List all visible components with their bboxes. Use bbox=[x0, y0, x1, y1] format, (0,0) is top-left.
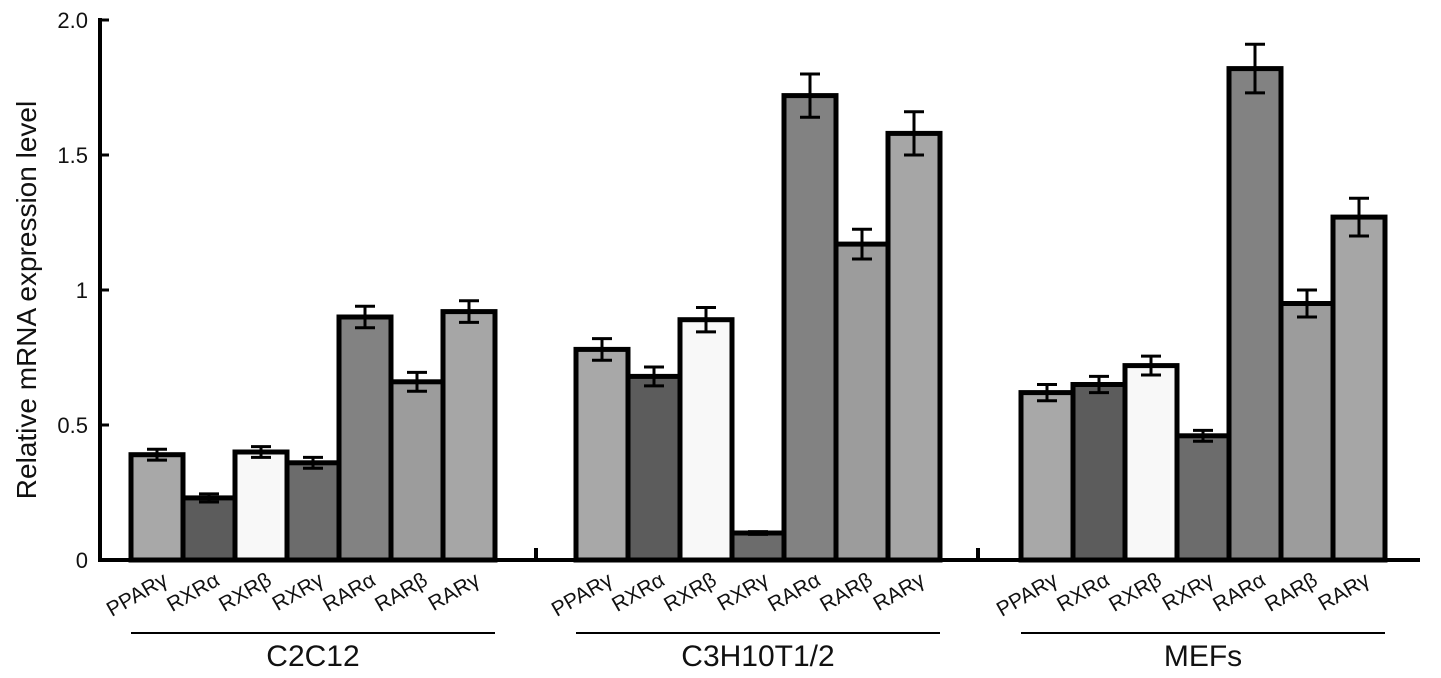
bar bbox=[1122, 363, 1180, 563]
bar bbox=[1330, 214, 1388, 563]
bar bbox=[677, 317, 735, 563]
y-tick-label: 2.0 bbox=[57, 8, 88, 33]
category-label: RXRβ bbox=[215, 568, 275, 616]
bar bbox=[1226, 66, 1284, 563]
bar bbox=[180, 495, 238, 563]
bar bbox=[128, 452, 186, 563]
bar bbox=[573, 346, 631, 563]
category-label: RARα bbox=[319, 568, 379, 616]
category-label: RXRα bbox=[1053, 568, 1113, 616]
category-label: PPARγ bbox=[993, 568, 1062, 621]
group-label: MEFs bbox=[1164, 640, 1242, 673]
bar bbox=[336, 314, 394, 563]
category-label: RXRγ bbox=[1159, 568, 1218, 616]
bar bbox=[388, 379, 446, 563]
bar bbox=[1278, 301, 1336, 563]
y-tick-label: 1.5 bbox=[57, 143, 88, 168]
y-tick-label: 0.5 bbox=[57, 413, 88, 438]
y-axis-label: Relative mRNA expression level bbox=[11, 101, 42, 499]
bar bbox=[440, 309, 498, 563]
category-label: RXRα bbox=[608, 568, 668, 616]
category-label: RXRα bbox=[163, 568, 223, 616]
bar bbox=[729, 530, 787, 563]
category-label: RARγ bbox=[1315, 568, 1374, 616]
bar bbox=[781, 93, 839, 563]
bar bbox=[1018, 390, 1076, 563]
group-label: C3H10T1/2 bbox=[681, 640, 834, 673]
category-label: RARγ bbox=[425, 568, 484, 616]
category-label: RXRγ bbox=[269, 568, 328, 616]
category-label: RARβ bbox=[1261, 568, 1321, 616]
category-label: RARα bbox=[764, 568, 824, 616]
category-label: RXRγ bbox=[714, 568, 773, 616]
category-label: RXRβ bbox=[660, 568, 720, 616]
category-label: RARβ bbox=[816, 568, 876, 616]
bar bbox=[885, 130, 943, 563]
bar bbox=[1070, 382, 1128, 563]
category-label: RARα bbox=[1209, 568, 1269, 616]
category-label: PPARγ bbox=[103, 568, 172, 621]
category-label: RXRβ bbox=[1105, 568, 1165, 616]
group-label: C2C12 bbox=[266, 640, 359, 673]
category-label: RARβ bbox=[371, 568, 431, 616]
bar bbox=[833, 241, 891, 563]
bar bbox=[232, 449, 290, 563]
bar bbox=[625, 373, 683, 563]
bar bbox=[1174, 433, 1232, 563]
category-label: PPARγ bbox=[548, 568, 617, 621]
bar bbox=[284, 460, 342, 563]
category-label: RARγ bbox=[870, 568, 929, 616]
y-tick-label: 0 bbox=[76, 548, 88, 573]
y-tick-label: 1 bbox=[76, 278, 88, 303]
